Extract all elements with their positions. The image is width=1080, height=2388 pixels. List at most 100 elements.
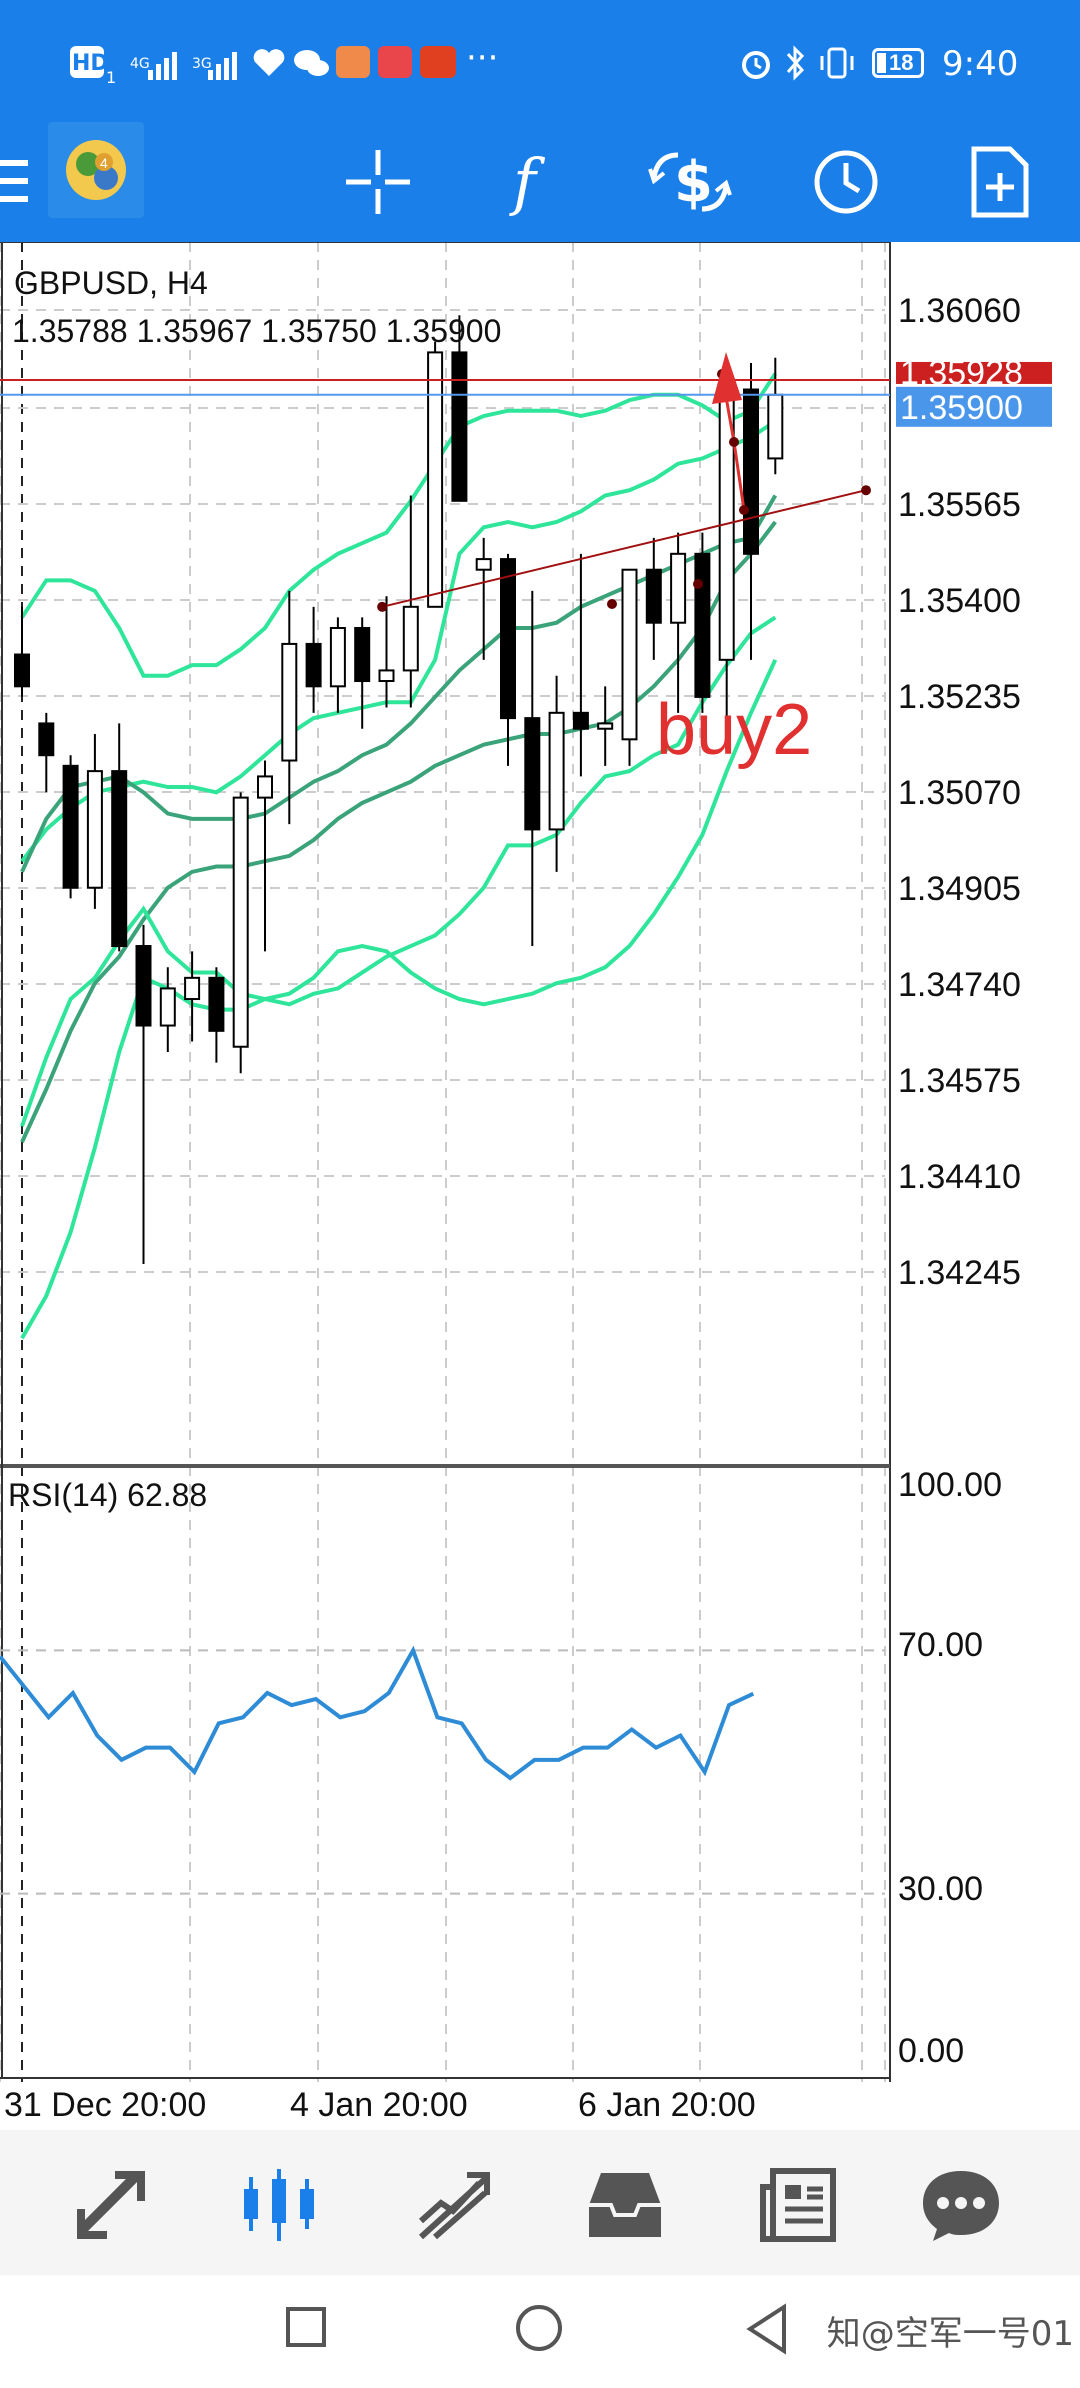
status-bar: HD 1 4G 3G ··· 18 9:40 (0, 0, 1080, 122)
ask-tag (896, 361, 1052, 384)
bid-price-label: 1.35900 (900, 389, 1023, 427)
candle-bull (597, 722, 614, 730)
hd-sub: 1 (106, 68, 117, 87)
candle-bull (475, 558, 492, 571)
time-label-2: 4 Jan 20:00 (290, 2086, 468, 2124)
bb-middle-line (20, 494, 778, 873)
bottom-navigation (0, 2130, 1080, 2275)
rsi-panel: 100.00 70.00 30.00 0.00 (0, 1466, 1002, 2070)
clock-time: 9:40 (942, 44, 1019, 84)
candle-bull (329, 627, 346, 688)
trendline-anchor (607, 599, 617, 609)
candle-bull (427, 351, 444, 608)
price-level-label: 1.34575 (898, 1062, 1021, 1100)
candle-bear (645, 568, 662, 624)
rsi-level-label: 70.00 (898, 1626, 983, 1664)
candle-bull (621, 568, 638, 741)
candle-bear (524, 717, 541, 831)
signal-icon-1 (148, 52, 177, 80)
candlesticks (14, 315, 784, 1265)
hd-label: HD (72, 51, 109, 76)
chart-area[interactable]: 100.00 70.00 30.00 0.00 1.360601.357301.355… (0, 241, 1080, 2130)
home-button[interactable] (516, 2305, 562, 2351)
arrow-anchor (729, 437, 739, 447)
chart-toolbar: 4 f $ (0, 122, 1080, 242)
price-level-label: 1.36060 (898, 292, 1021, 330)
candle-bull (281, 642, 298, 762)
bb2-middle-line (20, 520, 777, 1143)
rsi-level-label: 100.00 (898, 1466, 1002, 1504)
candle-bull (86, 770, 103, 889)
price-axis: 1.360601.357301.355651.354001.352351.350… (896, 292, 1052, 1292)
hamburger-icon[interactable] (0, 152, 34, 212)
watermark: 知@空军一号01 (826, 2314, 1074, 2354)
crosshair-icon[interactable] (330, 134, 426, 230)
ask-price-label: 1.35928 (900, 354, 1023, 392)
alarm-icon (742, 51, 770, 79)
network-4g: 4G (130, 56, 150, 72)
candle-bear (451, 351, 468, 502)
candle-bull (184, 976, 201, 1001)
recents-button[interactable] (286, 2307, 326, 2347)
chart-tab-icon[interactable] (226, 2150, 336, 2260)
price-level-label: 1.34740 (898, 966, 1021, 1004)
rsi-level-label: 0.00 (898, 2032, 964, 2070)
candle-bear (743, 388, 759, 555)
trendline-layer (0, 352, 890, 612)
candle-bull (402, 605, 419, 672)
candle-bear (135, 945, 152, 1027)
arrow-anchor (739, 505, 749, 515)
news-tab-icon[interactable] (744, 2150, 854, 2260)
candle-bull (670, 552, 687, 624)
arrow-head (712, 352, 742, 404)
chart-ohlc: 1.35788 1.35967 1.35750 1.35900 (12, 313, 501, 349)
network-3g: 3G (192, 56, 212, 72)
rsi-label: RSI(14) 62.88 (8, 1477, 207, 1513)
candle-bear (62, 764, 79, 889)
chat-tab-icon[interactable] (906, 2150, 1016, 2260)
battery-icon: 18 (872, 48, 924, 78)
health-icon (253, 49, 285, 76)
candle-bull (767, 393, 784, 460)
app-notification-icon-1 (336, 46, 370, 78)
candle-bull (159, 987, 176, 1027)
system-navigation (0, 2275, 1080, 2388)
candle-bull (548, 711, 565, 831)
trade-tab-icon[interactable] (398, 2150, 508, 2260)
price-level-label: 1.35070 (898, 774, 1021, 812)
bb2-upper-line (20, 419, 777, 863)
hd-badge (70, 46, 104, 78)
price-level-label: 1.34905 (898, 870, 1021, 908)
new-order-icon[interactable] (952, 134, 1048, 230)
candle-bear (305, 642, 322, 688)
bid-tag (896, 386, 1052, 427)
price-level-label: 1.34245 (898, 1254, 1021, 1292)
time-label-3: 6 Jan 20:00 (578, 2086, 756, 2124)
history-tab-icon[interactable] (570, 2150, 680, 2260)
signal-icon-2 (208, 52, 237, 80)
time-label-1: 31 Dec 20:00 (4, 2086, 206, 2124)
candle-bear (14, 653, 30, 688)
wechat-icon (294, 50, 329, 76)
symbol-dollar-icon[interactable]: $ (642, 134, 738, 230)
trendline-anchor (693, 579, 703, 589)
buy2-annotation: buy2 (656, 690, 812, 770)
bb-upper-line (20, 372, 777, 678)
timeframe-clock-icon[interactable] (798, 134, 894, 230)
quotes-tab-icon[interactable] (56, 2150, 166, 2260)
candle-bull (232, 796, 249, 1048)
candle-bear (38, 722, 55, 757)
rsi-level-label: 30.00 (898, 1870, 983, 1908)
metatrader-logo[interactable]: 4 (48, 122, 144, 218)
taobao-icon (420, 46, 456, 78)
candle-bull (257, 775, 273, 799)
svg-text:4: 4 (100, 155, 108, 171)
battery-level: 18 (889, 50, 914, 75)
app-notification-icon-2 (378, 46, 412, 78)
price-chart[interactable]: 100.00 70.00 30.00 0.00 1.360601.357301.355… (0, 241, 1080, 2130)
chart-symbol: GBPUSD, H4 (14, 265, 208, 301)
indicators-f-icon[interactable]: f (484, 134, 580, 230)
trendline-anchor (861, 485, 871, 496)
back-button[interactable] (744, 2303, 794, 2355)
price-level-label: 1.35235 (898, 678, 1021, 716)
